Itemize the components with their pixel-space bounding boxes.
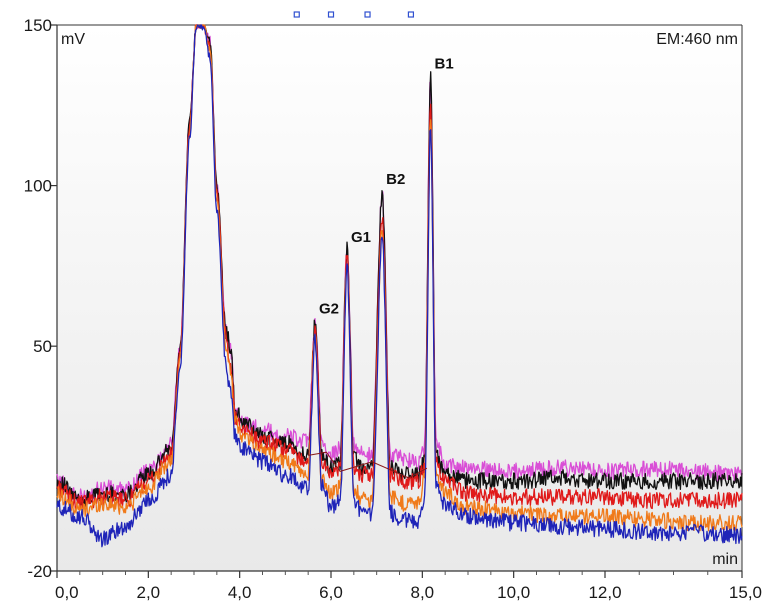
x-unit-label: min (712, 551, 738, 568)
x-tick-label: 10,0 (497, 583, 530, 602)
x-tick-label: 12,0 (588, 583, 621, 602)
ticks-layer (50, 11, 743, 578)
x-tick-label: 2,0 (137, 583, 161, 602)
plot-background (57, 25, 742, 571)
detector-label: EM:460 nm (656, 31, 738, 48)
series-layer (56, 24, 743, 548)
x-tick-label: 6,0 (319, 583, 343, 602)
top-marker (327, 11, 335, 18)
top-marker (293, 11, 300, 18)
series-line (56, 24, 743, 532)
integration-baseline (308, 451, 428, 479)
peak-label: G2 (319, 301, 339, 318)
y-tick-label: -20 (27, 562, 52, 581)
y-tick-label: 150 (24, 16, 52, 35)
x-tick-label: 15,0 (729, 583, 762, 602)
y-unit-label: mV (61, 31, 85, 48)
series-line (56, 24, 743, 505)
x-tick-label: 8,0 (411, 583, 435, 602)
x-tick-label: 4,0 (228, 583, 252, 602)
peak-label: B2 (386, 171, 405, 188)
y-tick-label: 100 (24, 177, 52, 196)
x-tick-label: 0,0 (55, 583, 79, 602)
series-line (56, 24, 743, 548)
labels-layer: 0,0 2,0 4,0 6,0 8,0 10,0 12,0 15,0 150 100 50 -20 G2… (24, 16, 762, 602)
top-marker (364, 11, 371, 18)
peak-label: B1 (435, 55, 454, 72)
peak-label: G1 (351, 229, 371, 246)
top-marker (407, 11, 415, 18)
y-tick-label: 50 (33, 337, 52, 356)
